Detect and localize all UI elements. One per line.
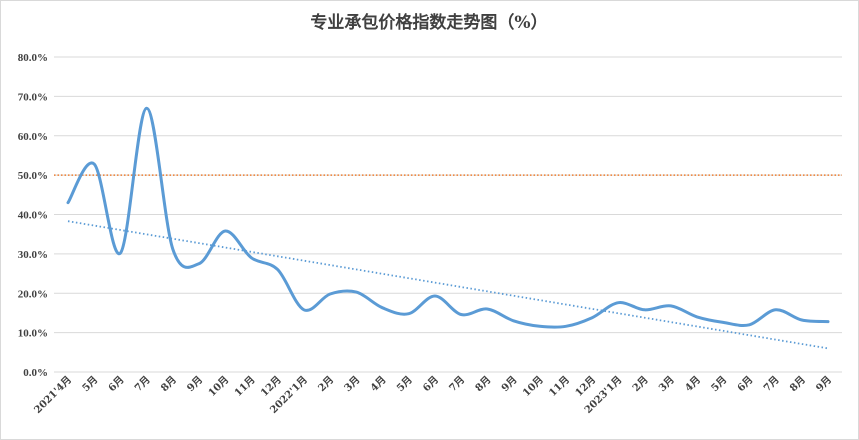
x-tick-label: 8月	[787, 374, 807, 394]
x-tick-label: 9月	[185, 374, 205, 394]
y-tick-label: 50.0%	[18, 170, 48, 182]
trendline	[67, 220, 829, 350]
x-tick-label: 5月	[709, 374, 729, 394]
y-tick-label: 60.0%	[18, 131, 48, 143]
x-tick-label: 10月	[520, 374, 545, 399]
y-tick-label: 10.0%	[18, 328, 48, 340]
x-tick-label: 8月	[473, 374, 493, 394]
series-line	[66, 106, 830, 329]
y-tick-label: 30.0%	[18, 249, 48, 261]
chart-title: 专业承包价格指数走势图（%）	[310, 12, 547, 33]
x-tick-label: 6月	[106, 374, 126, 394]
x-tick-label: 9月	[814, 374, 834, 394]
x-tick-label: 10月	[206, 374, 231, 399]
x-tick-label: 2021'4月	[32, 374, 74, 416]
x-tick-label: 6月	[421, 374, 441, 394]
x-tick-label: 3月	[342, 374, 362, 394]
y-axis-ticks: 0.0% 10.0% 20.0% 30.0% 40.0% 50.0% 60.0% 70.0% 8…	[18, 52, 48, 379]
y-tick-label: 80.0%	[18, 52, 48, 64]
x-tick-label: 3月	[656, 374, 676, 394]
x-tick-label: 4月	[683, 374, 703, 394]
y-tick-label: 40.0%	[18, 210, 48, 222]
x-tick-label: 2月	[316, 374, 336, 394]
series-layer	[66, 106, 830, 329]
x-tick-label: 4月	[368, 374, 388, 394]
x-tick-label: 8月	[158, 374, 178, 394]
x-tick-label: 5月	[394, 374, 414, 394]
x-tick-label: 11月	[547, 374, 572, 399]
x-tick-label: 2月	[630, 374, 650, 394]
y-tick-label: 0.0%	[23, 367, 48, 379]
x-tick-label: 5月	[80, 374, 100, 394]
x-tick-label: 11月	[232, 374, 257, 399]
gridlines	[54, 56, 842, 373]
y-tick-label: 70.0%	[18, 91, 48, 103]
trendline-layer	[67, 220, 829, 350]
x-tick-label: 7月	[132, 374, 152, 394]
x-tick-label: 7月	[447, 374, 467, 394]
x-tick-label: 7月	[761, 374, 781, 394]
x-tick-label: 9月	[499, 374, 519, 394]
y-tick-label: 20.0%	[18, 288, 48, 300]
x-tick-label: 6月	[735, 374, 755, 394]
